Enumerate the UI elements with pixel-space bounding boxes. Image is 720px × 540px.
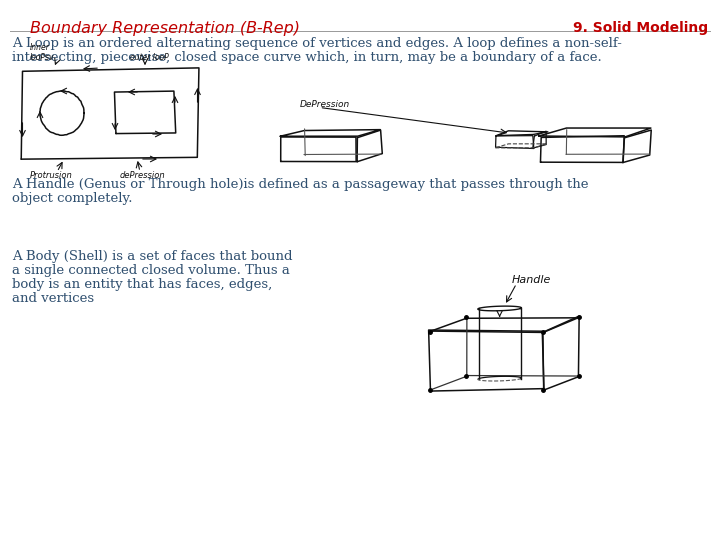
Text: body is an entity that has faces, edges,: body is an entity that has faces, edges, (12, 278, 272, 291)
Text: A Handle (Genus or Through hole)is defined as a passageway that passes through t: A Handle (Genus or Through hole)is defin… (12, 178, 588, 191)
Text: Protrusion: Protrusion (30, 171, 73, 180)
Text: and vertices: and vertices (12, 292, 94, 305)
Text: Boundary Representation (B-Rep): Boundary Representation (B-Rep) (30, 21, 300, 36)
Text: intersecting, piecewise, closed space curve which, in turn, may be a boundary of: intersecting, piecewise, closed space cu… (12, 51, 602, 64)
Text: DePression: DePression (300, 100, 350, 110)
Text: Inner
looPsv: Inner looPsv (30, 43, 55, 62)
Text: outer looP: outer looP (130, 53, 168, 62)
Text: A Loop is an ordered alternating sequence of vertices and edges. A loop defines : A Loop is an ordered alternating sequenc… (12, 37, 622, 50)
Text: Handle: Handle (512, 275, 551, 286)
Text: A Body (Shell) is a set of faces that bound: A Body (Shell) is a set of faces that bo… (12, 250, 292, 263)
Text: 9. Solid Modeling: 9. Solid Modeling (573, 21, 708, 35)
Text: object completely.: object completely. (12, 192, 132, 205)
Text: dePression: dePression (120, 171, 166, 180)
Text: a single connected closed volume. Thus a: a single connected closed volume. Thus a (12, 264, 290, 277)
